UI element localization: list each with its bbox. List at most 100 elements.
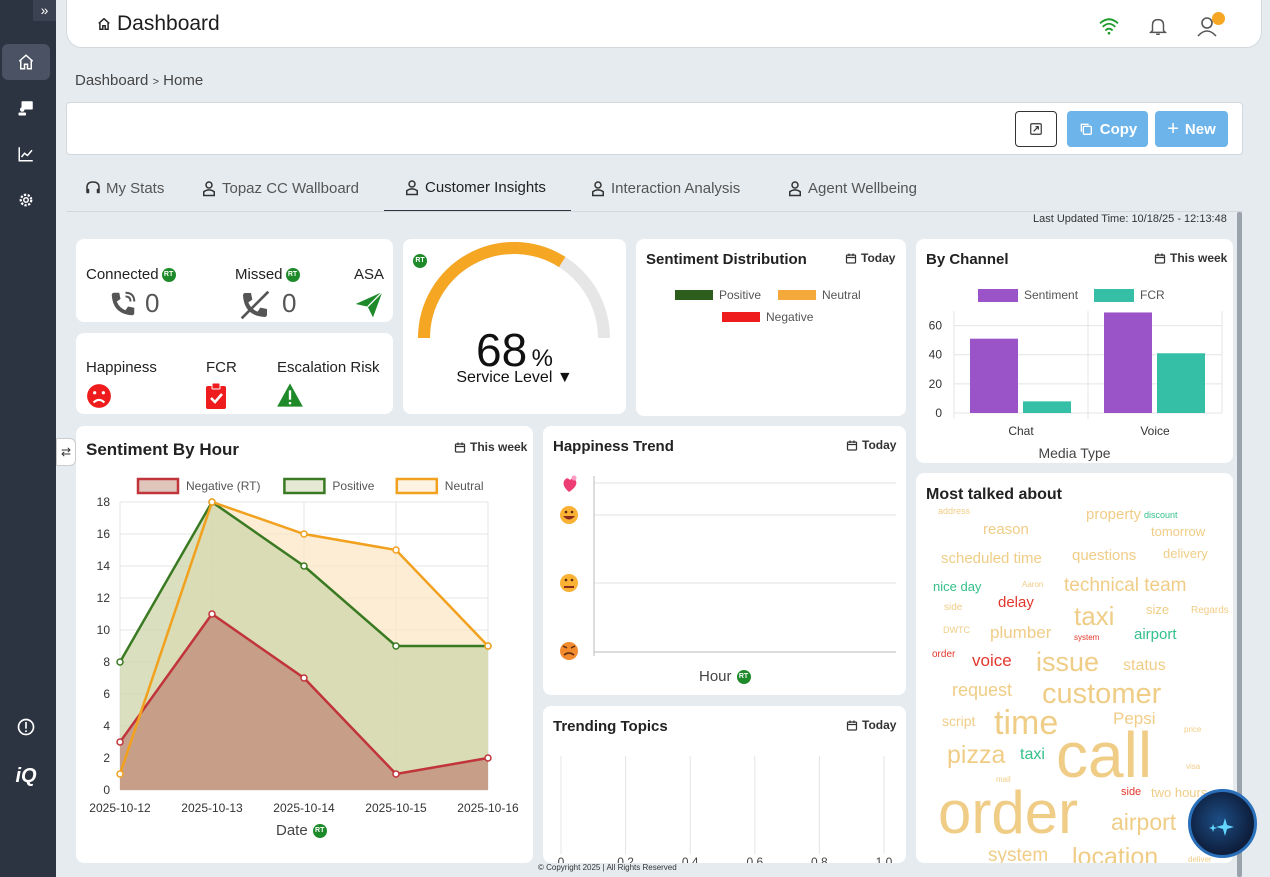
word-cloud-term[interactable]: time [994,704,1059,742]
word-cloud-term[interactable]: technical team [1064,575,1187,596]
word-cloud-term[interactable]: Aaron [1022,580,1044,589]
word-cloud-term[interactable]: pizza [947,741,1006,769]
period-selector[interactable]: Today [845,251,895,265]
info-icon[interactable] [2,709,50,745]
word-cloud-term[interactable]: script [942,713,976,729]
bar-sentiment-voice [1104,312,1152,413]
word-cloud-term[interactable]: status [1123,657,1166,674]
ai-assistant-button[interactable] [1188,789,1257,858]
word-cloud-term[interactable]: airport [1111,809,1177,835]
swap-panel-button[interactable]: ⇄ [56,438,76,466]
word-cloud-term[interactable]: discount [1144,510,1178,520]
word-cloud-term[interactable]: price [1184,725,1202,734]
word-cloud-term[interactable]: two hours [1151,785,1208,800]
analytics-icon[interactable] [2,136,50,172]
tab-label: Customer Insights [425,178,546,196]
word-cloud-term[interactable]: customer [1042,678,1162,710]
word-cloud-term[interactable]: deliver [1188,855,1212,864]
calendar-icon [846,440,858,451]
word-cloud-term[interactable]: property [1086,506,1142,523]
iq-logo-icon[interactable]: iQ [15,764,37,787]
agent-icon [789,181,801,197]
word-cloud-term[interactable]: system [1074,633,1100,642]
x-tick-label: 2025-10-15 [365,801,427,815]
x-axis-title: Date RT [276,822,327,839]
service-level-label[interactable]: Service Level ▼ [456,369,573,386]
settings-icon[interactable] [2,182,50,218]
data-point-positive [116,658,124,666]
period-selector[interactable]: Today [846,438,896,452]
word-cloud-term[interactable]: reason [983,521,1029,538]
period-selector[interactable]: This week [1154,251,1227,265]
x-tick-label: Voice [1140,424,1170,438]
copy-label: Copy [1099,120,1138,138]
word-cloud-term[interactable]: questions [1072,547,1137,564]
card-title: Sentiment By Hour [86,440,240,459]
word-cloud-term[interactable]: order [938,779,1079,846]
user-icon[interactable] [1196,14,1220,38]
word-cloud-term[interactable]: location [1072,843,1159,864]
word-cloud-term[interactable]: visa [1186,762,1201,771]
word-cloud-term[interactable]: side [944,602,963,613]
word-cloud-term[interactable]: issue [1036,647,1100,677]
word-cloud-term[interactable]: Pepsi [1113,709,1156,728]
word-cloud-term[interactable]: address [938,506,971,516]
data-point-neutral [392,546,400,554]
new-button[interactable]: + New [1155,111,1228,147]
word-cloud-term[interactable]: Regards [1191,605,1229,616]
copy-button[interactable]: Copy [1067,111,1148,147]
copy-icon [1080,123,1092,135]
bell-icon[interactable] [1147,15,1169,37]
data-point-neutral [484,642,492,650]
tab-topaz-cc-wallboard[interactable]: Topaz CC Wallboard [200,164,359,212]
legend-negative[interactable]: Negative [722,310,813,324]
sentiment-by-hour-chart: 0 2 4 6 8 10 12 14 16 18 2025-10-12 2025-10-13 2025-… [89,477,519,815]
asa-label: ASA [354,266,385,283]
rt-badge: RT [285,267,300,282]
breadcrumb-root[interactable]: Dashboard [75,72,149,89]
tab-my-stats[interactable]: My Stats [84,164,164,212]
word-cloud-term[interactable]: taxi [1074,601,1115,631]
y-tick-label: 18 [97,495,111,509]
x-axis-title: Media Type [1038,445,1111,461]
word-cloud-term[interactable]: plumber [990,623,1052,642]
happiness-trend-chart [560,475,896,660]
word-cloud-term[interactable]: DWTC [943,625,970,635]
word-cloud-term[interactable]: nice day [933,579,982,594]
tab-interaction-analysis[interactable]: Interaction Analysis [589,164,740,212]
legend-swatch-negative-rt- [136,477,180,495]
legend-label-negative-rt-: Negative (RT) [186,479,260,493]
word-cloud-term[interactable]: mail [996,775,1011,784]
tab-customer-insights[interactable]: Customer Insights [384,164,571,212]
legend-positive[interactable]: Positive [675,288,761,302]
agent-desk-icon[interactable] [2,90,50,126]
service-level-card: RT 68 % Service Level ▼ [403,239,626,414]
word-cloud-term[interactable]: airport [1134,626,1177,643]
word-cloud-term[interactable]: size [1146,602,1170,617]
tab-agent-wellbeing[interactable]: Agent Wellbeing [786,164,917,212]
data-point-positive [300,562,308,570]
home-icon[interactable] [2,44,50,80]
word-cloud-term[interactable]: call [1056,719,1153,791]
word-cloud-term[interactable]: side [1121,786,1142,798]
word-cloud-term[interactable]: delay [998,594,1034,611]
most-talked-about-card: Most talked about address property discoun… [916,473,1233,863]
legend-neutral[interactable]: Neutral [778,288,861,302]
page-scrollbar[interactable] [1237,212,1242,877]
expand-sidebar-button[interactable]: » [33,0,56,21]
word-cloud-term[interactable]: voice [972,651,1012,670]
love-emoji-icon [563,475,577,492]
warning-icon [277,383,303,407]
word-cloud-term[interactable]: tomorrow [1151,524,1206,539]
word-cloud-term[interactable]: scheduled time [941,550,1042,567]
word-cloud-term[interactable]: delivery [1163,546,1208,561]
word-cloud-term[interactable]: request [952,680,1013,700]
calendar-icon [846,720,858,731]
expand-button[interactable] [1015,111,1057,147]
word-cloud-term[interactable]: system [988,845,1049,863]
x-tick-label: 0.6 [746,855,763,863]
period-selector[interactable]: This week [454,440,527,454]
word-cloud-term[interactable]: taxi [1020,746,1045,763]
period-selector[interactable]: Today [846,718,896,732]
word-cloud-term[interactable]: order [932,649,956,660]
